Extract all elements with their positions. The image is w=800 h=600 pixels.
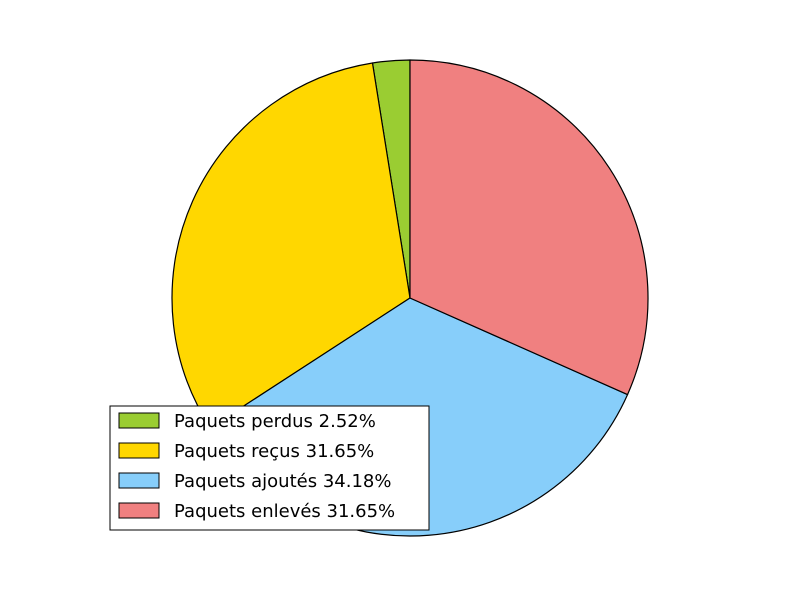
legend-swatch-0: [118, 412, 160, 429]
legend-box: [109, 405, 430, 531]
legend-swatch-1: [118, 442, 160, 459]
pie-slice-3: [409, 59, 649, 396]
legend-label-1: Paquets reçus 31.65%: [174, 441, 374, 462]
legend-label-0: Paquets perdus 2.52%: [174, 411, 376, 432]
legend-label-2: Paquets ajoutés 34.18%: [174, 471, 391, 492]
legend: Paquets perdus 2.52% Paquets reçus 31.65%…: [109, 405, 430, 531]
legend-label-3: Paquets enlevés 31.65%: [174, 501, 395, 522]
legend-swatch-3: [118, 502, 160, 519]
legend-items: Paquets perdus 2.52% Paquets reçus 31.65%…: [118, 411, 395, 522]
legend-swatch-2: [118, 472, 160, 489]
